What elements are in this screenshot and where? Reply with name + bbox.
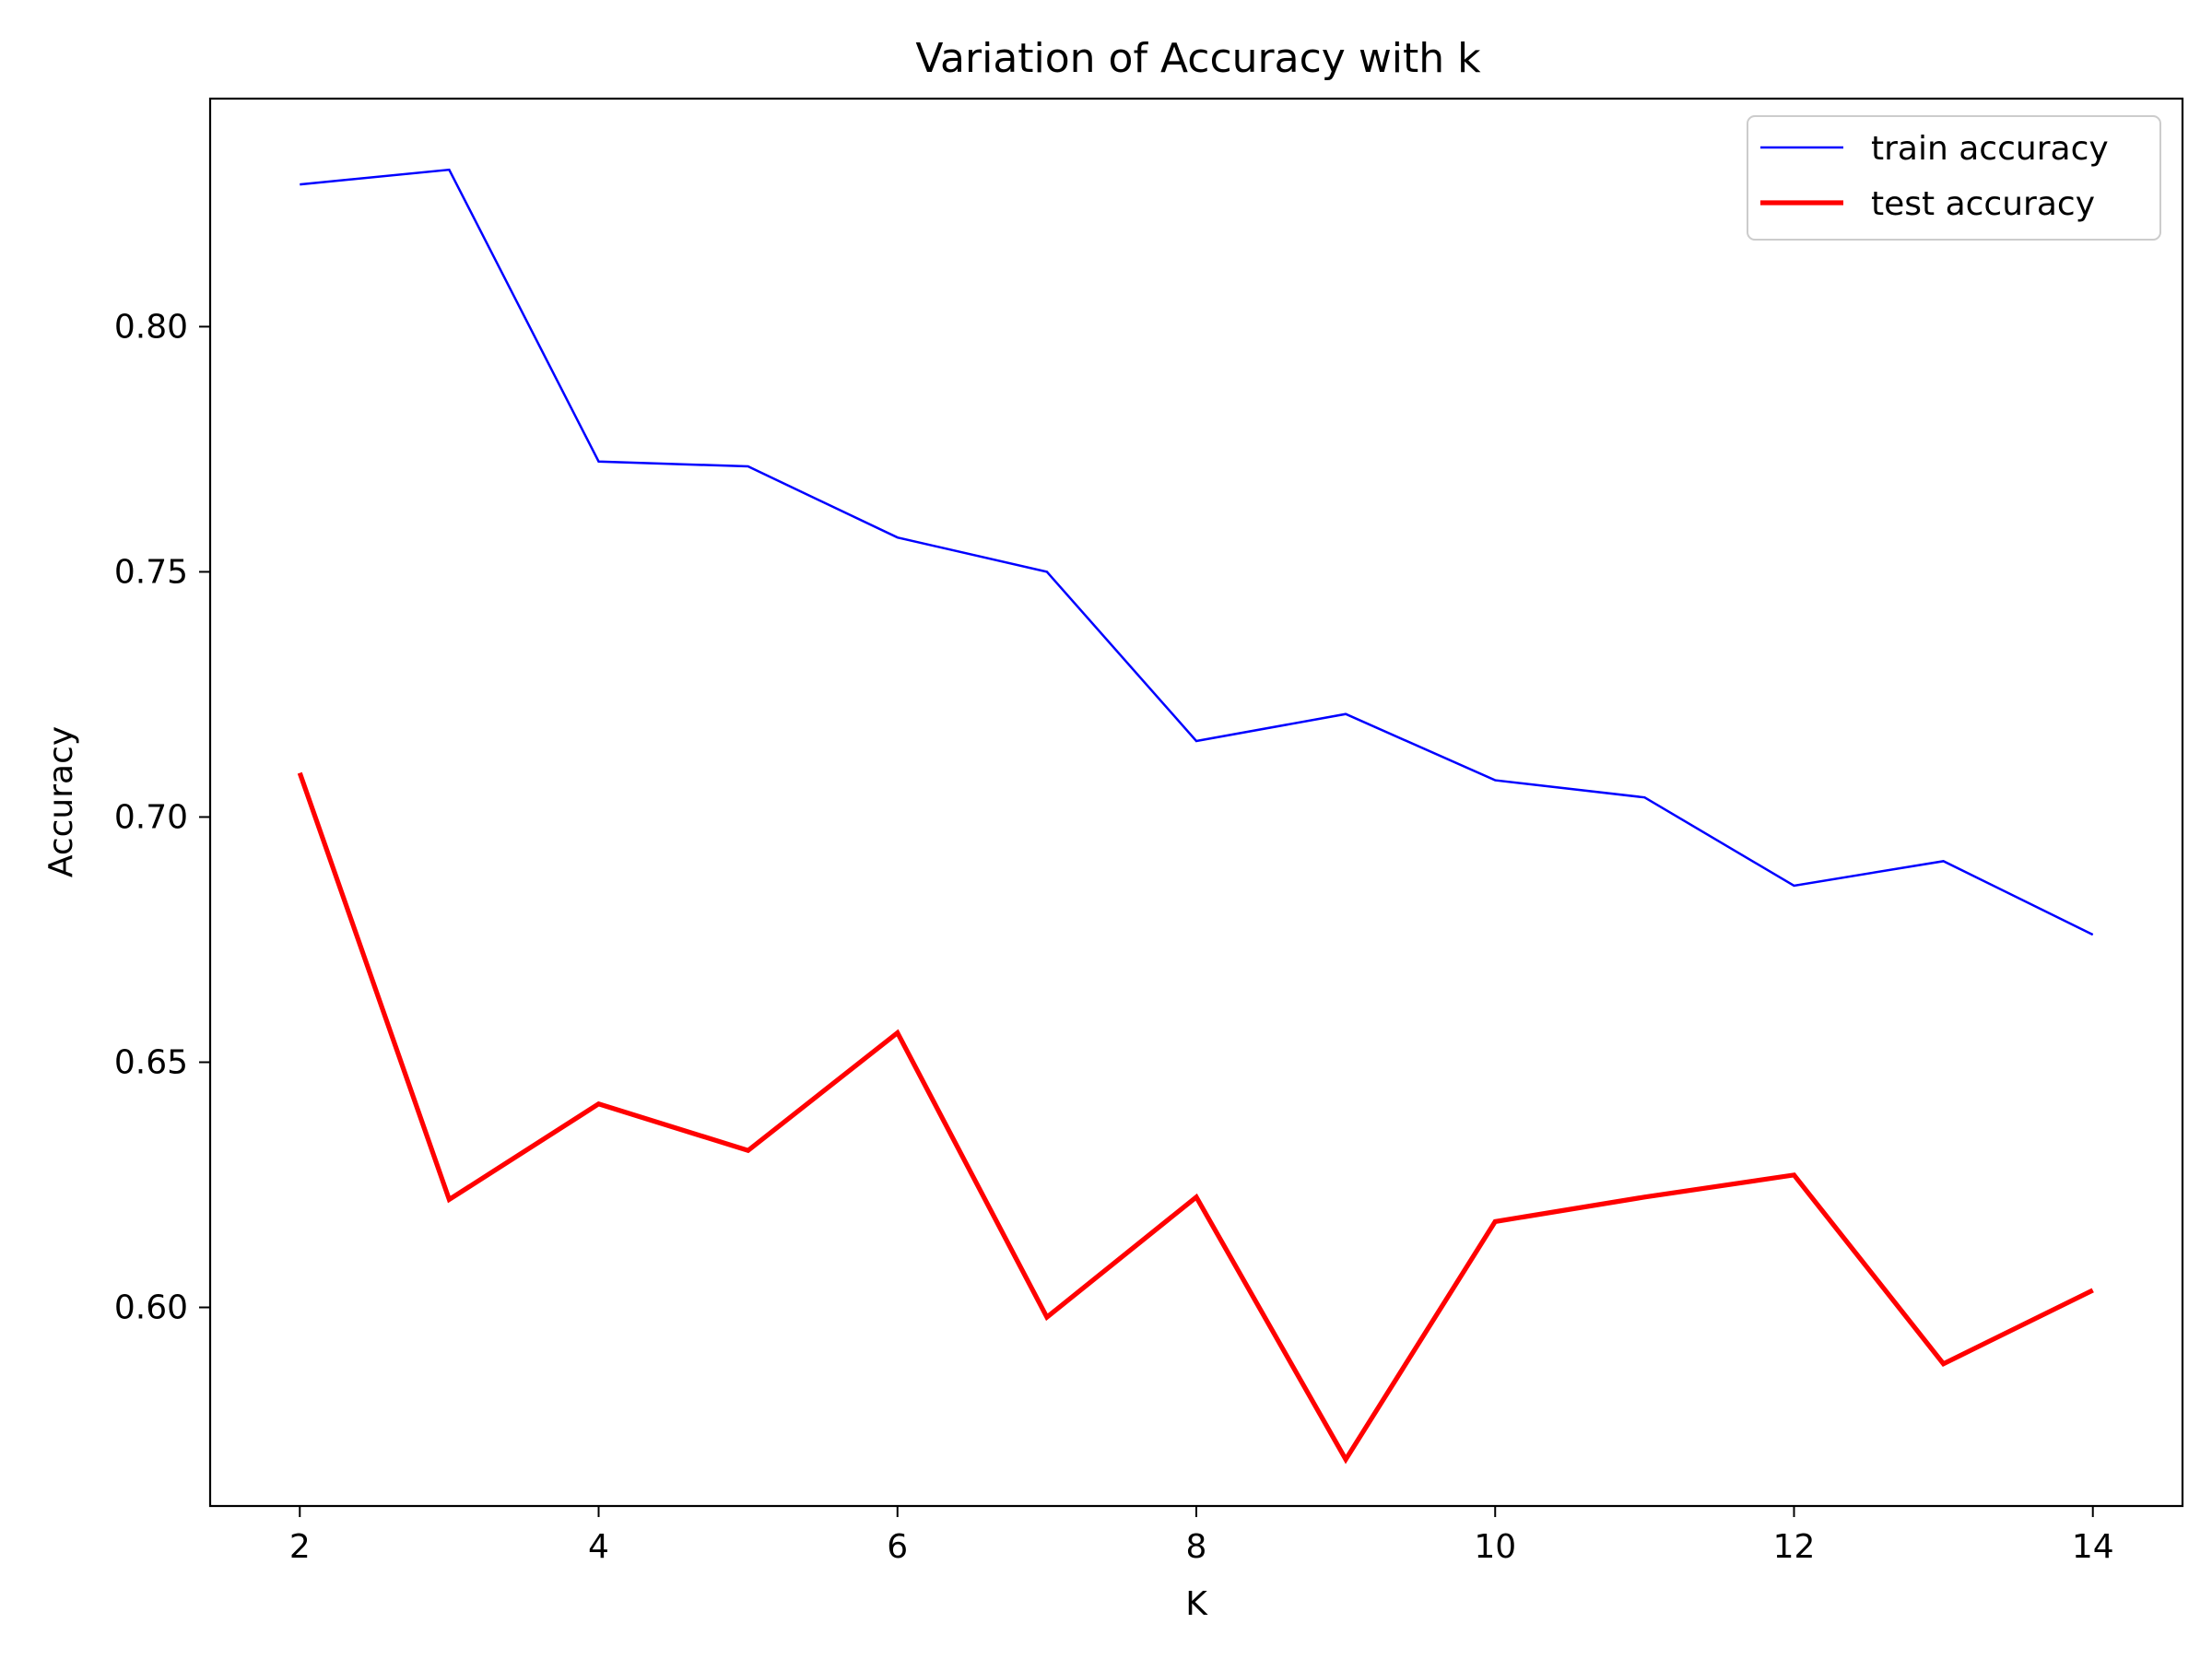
y-tick-label-0.75: 0.75 [114, 553, 188, 591]
y-tick-label-0.60: 0.60 [114, 1289, 188, 1327]
x-tick-label-2: 2 [289, 1528, 311, 1566]
x-tick-label-12: 12 [1773, 1528, 1816, 1566]
x-axis: 2 4 6 8 10 12 14 [289, 1506, 2114, 1566]
legend: train accuracy test accuracy [1747, 115, 2161, 241]
legend-label-test-accuracy: test accuracy [1871, 185, 2095, 223]
chart-title: Variation of Accuracy with k [915, 35, 1481, 82]
y-tick-label-0.65: 0.65 [114, 1043, 188, 1081]
y-tick-label-0.70: 0.70 [114, 798, 188, 836]
series-line-test-accuracy [297, 771, 2094, 1465]
x-tick-label-14: 14 [2072, 1528, 2114, 1566]
y-axis-label: Accuracy [42, 726, 80, 877]
x-tick-label-10: 10 [1474, 1528, 1516, 1566]
legend-label-train-accuracy: train accuracy [1871, 130, 2109, 168]
legend-box [1747, 115, 2161, 241]
y-tick-label-0.80: 0.80 [114, 308, 188, 346]
y-axis: 0.60 0.65 0.70 0.75 0.80 [114, 308, 210, 1327]
series-line-train-accuracy [300, 168, 2094, 936]
x-tick-label-8: 8 [1186, 1528, 1207, 1566]
x-tick-label-4: 4 [588, 1528, 609, 1566]
series-layer [297, 168, 2094, 1465]
x-axis-label: K [1185, 1585, 1208, 1623]
x-tick-label-6: 6 [887, 1528, 908, 1566]
